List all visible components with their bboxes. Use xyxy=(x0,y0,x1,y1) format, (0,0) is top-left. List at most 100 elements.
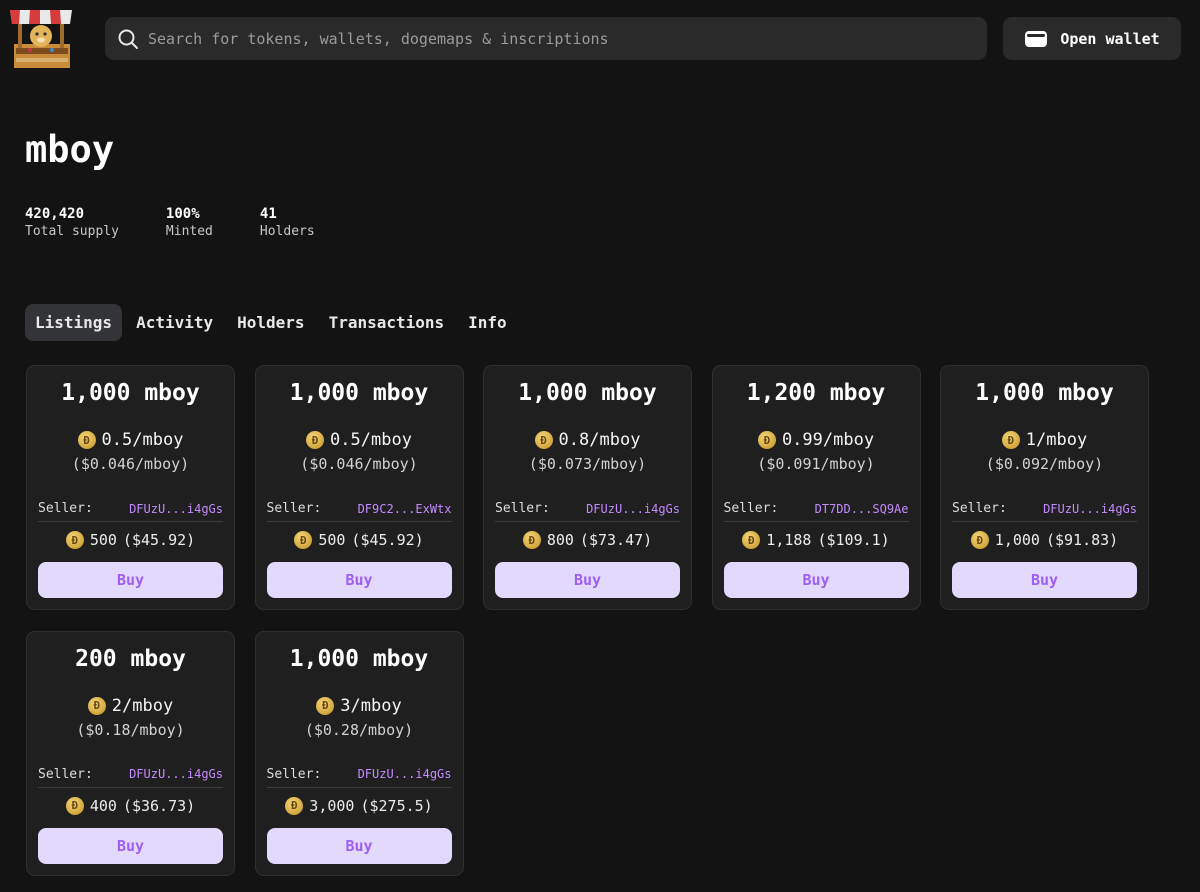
listing-price: Ð 0.5/mboy xyxy=(27,430,234,450)
buy-button[interactable]: Buy xyxy=(38,827,223,864)
seller-address[interactable]: DFUzU...i4gGs xyxy=(586,501,680,516)
doge-coin-icon: Ð xyxy=(316,696,335,715)
listing-amount: 200 mboy xyxy=(75,645,186,672)
listing-card: 1,000 mboy Ð 0.5/mboy ($0.046/mboy) Selle… xyxy=(254,365,464,610)
seller-row: Seller: DF9C2...ExWtx xyxy=(266,496,452,522)
listing-amount: 1,000 mboy xyxy=(975,380,1114,406)
price-per-token: 3/mboy xyxy=(340,695,402,716)
listing-total: Ð 500 ($45.92) xyxy=(27,531,234,549)
listing-amount: 1,000 mboy xyxy=(61,380,200,406)
total-usd: ($91.83) xyxy=(1045,531,1119,549)
listing-card: 1,000 mboy Ð 0.8/mboy ($0.073/mboy) Selle… xyxy=(483,365,692,610)
doge-coin-icon: Ð xyxy=(970,531,989,549)
listing-card: 1,000 mboy Ð 1/mboy ($0.092/mboy) Seller:… xyxy=(940,365,1149,610)
price-per-token: 0.5/mboy xyxy=(101,430,184,450)
tab-holders[interactable]: Holders xyxy=(237,313,305,332)
top-bar: Search for tokens, wallets, dogemaps & i… xyxy=(0,0,1200,80)
listing-total: Ð 500 ($45.92) xyxy=(256,531,463,549)
price-per-token: 0.5/mboy xyxy=(330,430,412,450)
total-value: 3,000 xyxy=(309,796,355,815)
listing-usd-price: ($0.091/mboy) xyxy=(757,455,875,473)
listing-usd-price: ($0.073/mboy) xyxy=(528,455,647,473)
stat-label: Holders xyxy=(259,224,315,239)
stat-label: Total supply xyxy=(25,224,119,239)
doge-coin-icon: Ð xyxy=(77,431,96,449)
tab-listings[interactable]: Listings xyxy=(25,304,123,341)
tab-bar: Listings Activity Holders Transactions I… xyxy=(25,304,521,341)
listing-price: Ð 0.5/mboy xyxy=(256,430,463,450)
seller-row: Seller: DT7DD...SQ9Ae xyxy=(723,496,909,522)
seller-label: Seller: xyxy=(952,501,1007,516)
listing-usd-price: ($0.092/mboy) xyxy=(985,455,1104,473)
listing-card: 200 mboy Ð 2/mboy ($0.18/mboy) Seller: DFU… xyxy=(26,630,235,876)
total-value: 400 xyxy=(89,796,117,815)
seller-row: Seller: DFUzU...i4gGs xyxy=(495,496,680,522)
listing-amount: 1,000 mboy xyxy=(289,645,429,672)
doge-coin-icon: Ð xyxy=(306,431,325,449)
tab-transactions[interactable]: Transactions xyxy=(328,313,445,332)
total-usd: ($36.73) xyxy=(122,796,196,815)
total-usd: ($109.1) xyxy=(817,531,890,549)
buy-button[interactable]: Buy xyxy=(495,562,680,598)
seller-address[interactable]: DFUzU...i4gGs xyxy=(357,767,452,781)
listing-total: Ð 1,000 ($91.83) xyxy=(941,531,1148,549)
listing-price: Ð 0.99/mboy xyxy=(713,430,920,450)
search-input[interactable]: Search for tokens, wallets, dogemaps & i… xyxy=(105,17,987,60)
total-value: 800 xyxy=(546,531,574,549)
stat-minted: 100% Minted xyxy=(166,205,213,241)
seller-address[interactable]: DFUzU...i4gGs xyxy=(1043,501,1137,516)
stat-value: 41 xyxy=(259,206,277,222)
search-placeholder: Search for tokens, wallets, dogemaps & i… xyxy=(148,29,609,48)
doge-coin-icon: Ð xyxy=(65,531,84,549)
price-per-token: 0.8/mboy xyxy=(558,430,641,450)
seller-address[interactable]: DFUzU...i4gGs xyxy=(129,501,223,516)
marketplace-logo-icon[interactable] xyxy=(8,4,74,72)
buy-button[interactable]: Buy xyxy=(266,562,452,598)
listing-usd-price: ($0.18/mboy) xyxy=(76,720,185,739)
stat-value: 100% xyxy=(165,206,200,222)
stat-label: Minted xyxy=(165,224,213,239)
doge-coin-icon: Ð xyxy=(87,696,106,715)
total-usd: ($45.92) xyxy=(351,531,424,549)
buy-button[interactable]: Buy xyxy=(952,562,1137,598)
listing-total: Ð 400 ($36.73) xyxy=(27,796,234,815)
seller-address[interactable]: DF9C2...ExWtx xyxy=(357,501,452,516)
open-wallet-button[interactable]: Open wallet xyxy=(1003,17,1181,60)
buy-button[interactable]: Buy xyxy=(266,827,452,864)
total-usd: ($73.47) xyxy=(579,531,653,549)
listing-card: 1,200 mboy Ð 0.99/mboy ($0.091/mboy) Sell… xyxy=(711,365,921,610)
seller-label: Seller: xyxy=(495,501,550,516)
stat-value: 420,420 xyxy=(25,206,85,222)
buy-button[interactable]: Buy xyxy=(723,562,909,598)
doge-coin-icon: Ð xyxy=(1001,431,1020,449)
seller-label: Seller: xyxy=(38,766,93,782)
doge-coin-icon: Ð xyxy=(534,431,553,449)
listing-usd-price: ($0.046/mboy) xyxy=(71,455,190,473)
listing-amount: 1,200 mboy xyxy=(746,380,886,406)
wallet-icon xyxy=(1025,30,1048,47)
seller-address[interactable]: DT7DD...SQ9Ae xyxy=(814,501,909,516)
price-per-token: 1/mboy xyxy=(1025,430,1088,450)
open-wallet-label: Open wallet xyxy=(1060,29,1160,48)
listing-card: 1,000 mboy Ð 0.5/mboy ($0.046/mboy) Selle… xyxy=(26,365,235,610)
doge-coin-icon: Ð xyxy=(65,796,84,815)
doge-coin-icon: Ð xyxy=(285,796,304,815)
listing-usd-price: ($0.28/mboy) xyxy=(304,720,414,739)
listing-price: Ð 0.8/mboy xyxy=(484,430,691,450)
buy-button[interactable]: Buy xyxy=(38,562,223,598)
stat-total-supply: 420,420 Total supply xyxy=(25,205,119,241)
total-value: 1,000 xyxy=(994,531,1040,549)
listing-amount: 1,000 mboy xyxy=(289,380,429,406)
tab-info[interactable]: Info xyxy=(468,313,507,332)
seller-label: Seller: xyxy=(723,501,779,516)
total-value: 500 xyxy=(89,531,117,549)
doge-coin-icon: Ð xyxy=(522,531,541,549)
seller-label: Seller: xyxy=(38,501,93,516)
listing-amount: 1,000 mboy xyxy=(518,380,657,406)
price-per-token: 0.99/mboy xyxy=(781,430,875,450)
search-icon xyxy=(117,28,139,50)
seller-address[interactable]: DFUzU...i4gGs xyxy=(129,767,223,781)
doge-coin-icon: Ð xyxy=(294,531,313,549)
total-value: 500 xyxy=(318,531,346,549)
tab-activity[interactable]: Activity xyxy=(136,313,214,332)
